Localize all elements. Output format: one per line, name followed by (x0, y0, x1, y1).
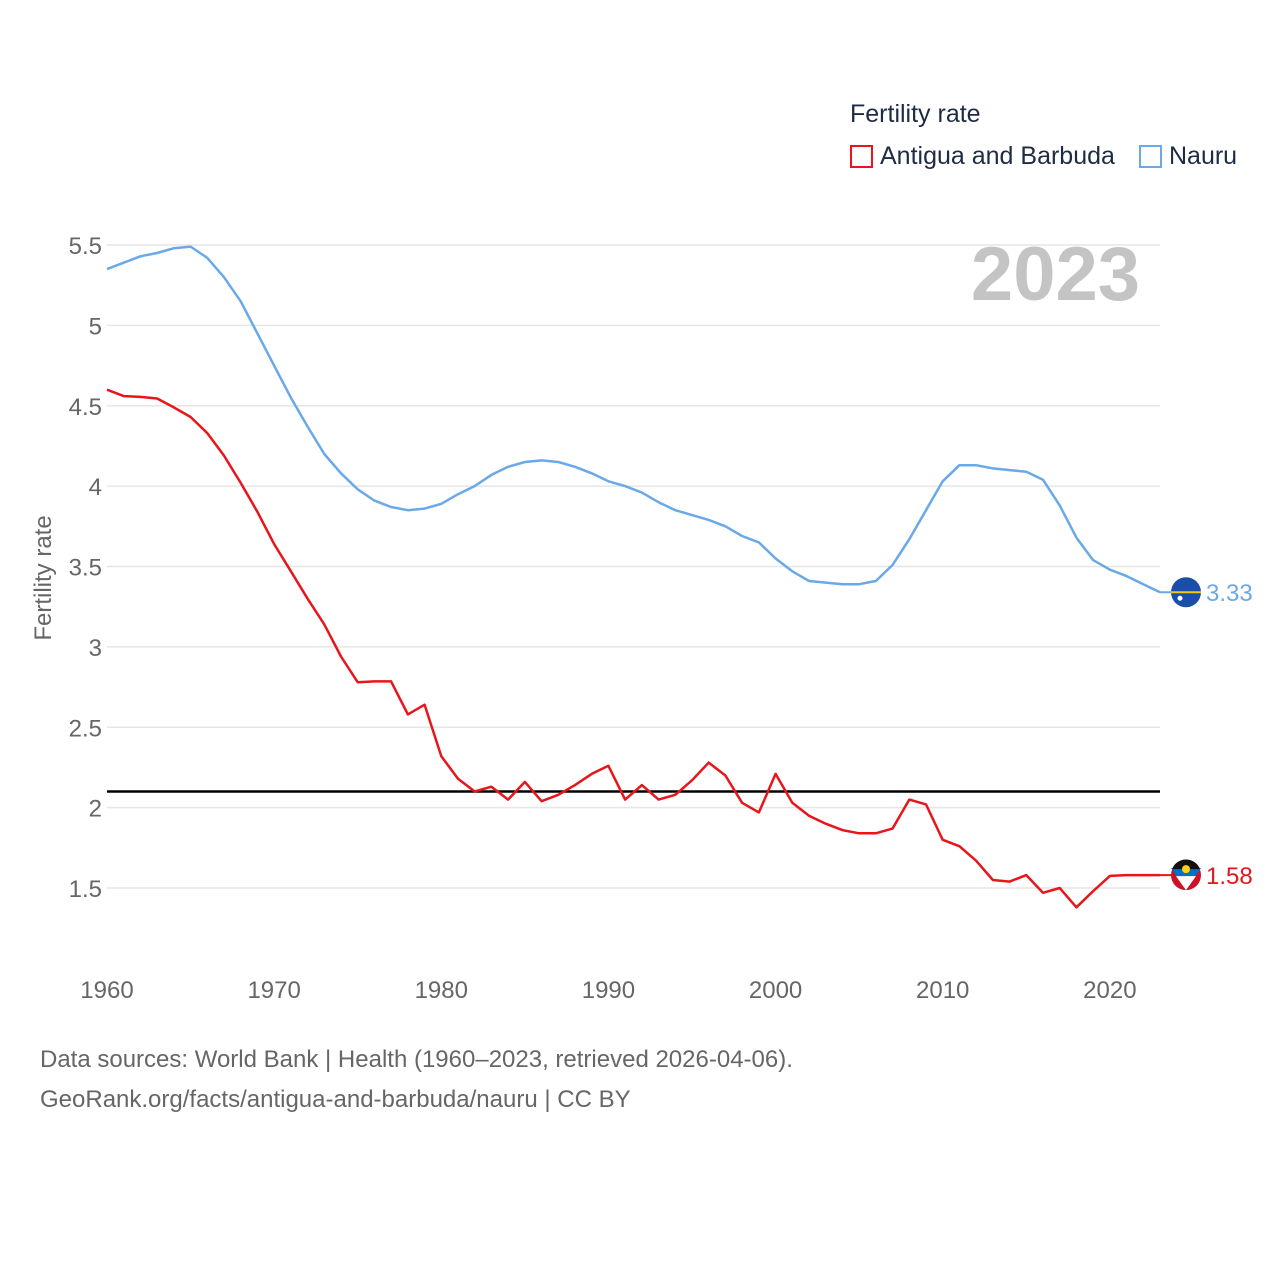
x-tick-label: 1960 (80, 977, 133, 1004)
series-line-antigua (106, 388, 1160, 909)
gridlines (107, 244, 1160, 889)
x-tick-label: 2020 (1083, 977, 1136, 1004)
legend-item-nauru[interactable]: Nauru (1139, 142, 1237, 171)
y-tick-label: 5 (89, 313, 102, 340)
series-lines (106, 245, 1161, 909)
legend-title: Fertility rate (850, 100, 981, 128)
x-tick-label: 2010 (916, 977, 969, 1004)
y-axis-ticks: 1.5 2 2.5 3 3.5 4 4.5 5 5.5 (69, 233, 102, 903)
legend-label-antigua: Antigua and Barbuda (880, 142, 1115, 170)
legend-swatch-nauru (1139, 145, 1162, 168)
y-tick-label: 2 (89, 796, 102, 823)
end-markers: 1.58 3.33 (1160, 577, 1253, 891)
y-tick-label: 4 (89, 474, 102, 501)
y-tick-label: 2.5 (69, 715, 102, 742)
x-tick-label: 1990 (582, 977, 635, 1004)
end-value-label: 3.33 (1206, 580, 1253, 607)
flag-top (1172, 859, 1200, 870)
legend-label-nauru: Nauru (1169, 142, 1238, 170)
flag-sun (1182, 865, 1190, 874)
flag-white (1176, 876, 1196, 891)
legend-item-antigua[interactable]: Antigua and Barbuda (850, 142, 1115, 171)
x-tick-label: 1970 (247, 977, 300, 1004)
y-tick-label: 5.5 (69, 233, 102, 260)
legend-swatch-antigua (850, 145, 873, 168)
x-axis-ticks: 1960 1970 1980 1990 2000 2010 2020 (80, 977, 1136, 1004)
year-label: 2023 (971, 232, 1140, 317)
series-line-nauru (106, 245, 1161, 594)
x-tick-label: 2000 (749, 977, 802, 1004)
x-tick-label: 1980 (415, 977, 468, 1004)
end-value-label: 1.58 (1206, 863, 1253, 890)
flag-star (1177, 595, 1183, 601)
attribution-line: GeoRank.org/facts/antigua-and-barbuda/na… (40, 1086, 631, 1113)
y-tick-label: 4.5 (69, 394, 102, 421)
source-line: Data sources: World Bank | Health (1960–… (40, 1046, 793, 1073)
y-tick-label: 1.5 (69, 876, 102, 903)
y-axis-label: Fertility rate (30, 515, 57, 640)
y-tick-label: 3 (89, 635, 102, 662)
y-tick-label: 3.5 (69, 555, 102, 582)
